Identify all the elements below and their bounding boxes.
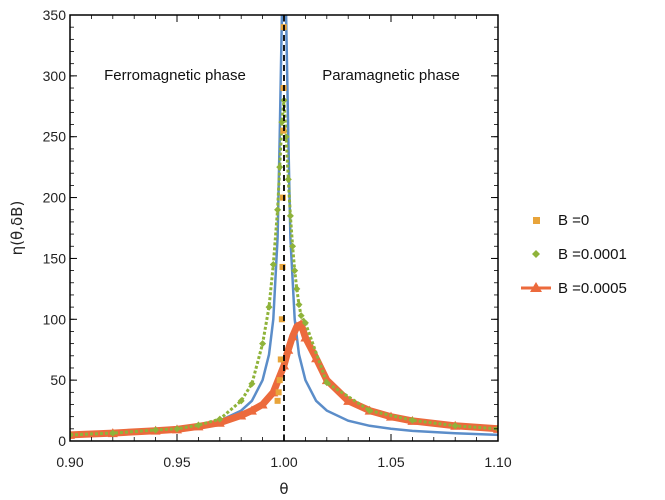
y-tick-label: 150 [43, 250, 67, 266]
annotation-layer: Ferromagnetic phase Paramagnetic phase [104, 67, 460, 84]
series-b0001-point [109, 429, 117, 437]
series-b0001-point [216, 415, 224, 423]
series-b0001-point [173, 425, 181, 433]
y-tick-label: 100 [43, 311, 67, 327]
series-b0-point [275, 389, 282, 396]
series-b0001-point [366, 407, 374, 415]
y-tick-label: 0 [58, 433, 66, 449]
series-b0001-point [259, 340, 267, 348]
y-tick-label: 200 [43, 190, 67, 206]
legend-label: B =0.0001 [558, 246, 627, 263]
series-b0001-point [289, 242, 297, 250]
series-b0005-point [283, 344, 294, 354]
x-tick-label: 1.05 [377, 454, 404, 470]
x-tick-label: 1.00 [270, 454, 297, 470]
series-b0005-point [311, 353, 322, 363]
series-b0005-point [291, 321, 302, 331]
legend-swatch-b0 [533, 217, 540, 224]
series-b0-point [277, 356, 284, 363]
series-b0001-point [274, 206, 282, 214]
series-b0001-point [284, 175, 292, 183]
x-tick-label: 1.10 [484, 454, 511, 470]
series-b0001-point [248, 380, 256, 388]
series-b0001-point [276, 163, 284, 171]
series-b0001-point [286, 212, 294, 220]
legend-swatch-b0005-marker [530, 282, 542, 292]
series-b0001-point [323, 379, 331, 387]
series-b0001-point [237, 397, 245, 405]
legend-label: B =0 [558, 212, 589, 229]
y-tick-label: 350 [43, 7, 67, 23]
annotation-ferromagnetic: Ferromagnetic phase [104, 67, 246, 84]
series-b0005-point [343, 395, 354, 405]
series-b0-point [279, 194, 286, 201]
series-b0001-point [152, 426, 160, 434]
plot-area [70, 15, 498, 441]
series-b0001-point [295, 301, 303, 309]
series-b0005-point [246, 405, 257, 415]
y-tick-label: 250 [43, 129, 67, 145]
x-axis-title: θ [279, 480, 288, 498]
series-b0-point [276, 377, 283, 384]
y-tick-label: 50 [50, 372, 66, 388]
legend: B =0 B =0.0001 B =0.0005 [521, 212, 627, 297]
series-b0001-point [70, 431, 74, 439]
series-b0001-point [451, 422, 459, 430]
series-b0005-point [296, 319, 307, 329]
series-b0001-point [194, 421, 202, 429]
series-b0001-point [265, 303, 273, 311]
series-b0001-point [297, 312, 305, 320]
series-b0005-point [257, 399, 268, 409]
series-b0005-point [300, 332, 311, 342]
series-b0001-point [269, 261, 277, 269]
series-b0001-point [408, 416, 416, 424]
series-b0001-point [301, 319, 309, 327]
series-b0005-point [287, 331, 298, 341]
legend-label: B =0.0005 [558, 280, 627, 297]
series-b0-point [279, 263, 286, 270]
x-tick-label: 0.90 [56, 454, 83, 470]
series-b0-point [278, 316, 285, 323]
series-b0001-point [291, 267, 299, 275]
series-b0005-point [236, 410, 247, 420]
series-b0001-point [293, 285, 301, 293]
annotation-paramagnetic: Paramagnetic phase [322, 67, 460, 84]
series-b0-point [274, 397, 281, 404]
x-tick-label: 0.95 [163, 454, 190, 470]
axes: θ η(θ,δB) 0.90 0.95 1.00 1.05 1.10 0 50 100 150 2… [8, 7, 512, 498]
y-tick-label: 300 [43, 68, 67, 84]
legend-swatch-b0001 [532, 250, 540, 258]
y-axis-title: η(θ,δB) [8, 201, 26, 256]
